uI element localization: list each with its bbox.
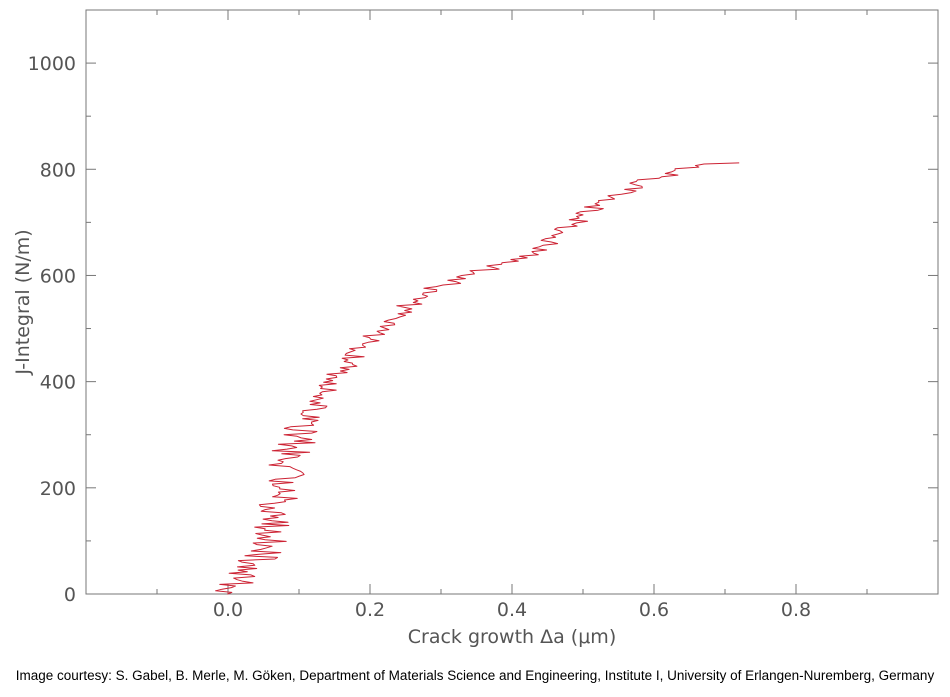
x-tick-label: 0.2 xyxy=(355,599,385,621)
y-tick-label: 0 xyxy=(64,584,76,606)
y-tick-label: 600 xyxy=(40,265,76,287)
x-tick-label: 0.8 xyxy=(781,599,811,621)
x-tick-label: 0.0 xyxy=(213,599,243,621)
plot-frame xyxy=(85,9,939,595)
x-axis-title: Crack growth Δa (μm) xyxy=(408,626,616,648)
tick-labels: 0 200 400 600 800 1000 0.0 0.2 0.4 0.6 0.8 xyxy=(28,53,811,621)
y-tick-label: 800 xyxy=(40,159,76,181)
x-tick-label: 0.4 xyxy=(497,599,527,621)
series-line xyxy=(215,162,740,595)
y-tick-label: 1000 xyxy=(28,53,76,75)
y-tick-label: 400 xyxy=(40,372,76,394)
x-tick-label: 0.6 xyxy=(639,599,669,621)
ticks xyxy=(85,9,939,595)
y-tick-label: 200 xyxy=(40,478,76,500)
image-credit: Image courtesy: S. Gabel, B. Merle, M. G… xyxy=(15,668,935,683)
y-axis-title: J-Integral (N/m) xyxy=(12,229,34,375)
